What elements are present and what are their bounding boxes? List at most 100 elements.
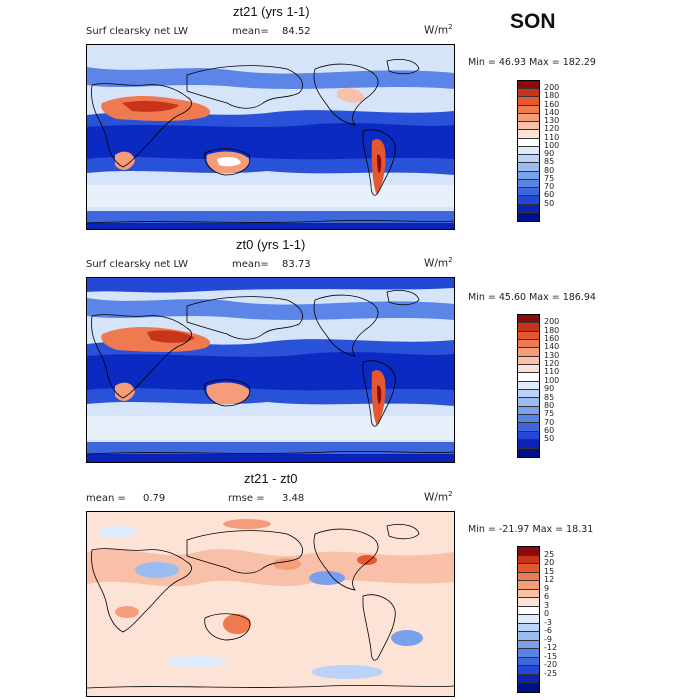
colorbar-swatch [518,683,539,692]
colorbar-label: 160 [544,99,560,109]
colorbar-label: 75 [544,409,555,419]
colorbar-swatch [518,598,539,607]
panel-2-title: zt0 (yrs 1-1) [236,237,306,252]
colorbar-swatch [518,666,539,675]
colorbar-swatch [518,171,539,180]
colorbar-swatch [518,581,539,590]
panel-2-minmax: Min = 45.60 Max = 186.94 [468,292,596,303]
colorbar-label: 180 [544,91,560,101]
colorbar-swatch [518,390,539,399]
panel-3-units: W/m2 [424,490,453,504]
colorbar-label: 120 [544,124,560,134]
panel-3-mean-label: mean = [86,493,126,504]
colorbar-swatch [518,555,539,565]
colorbar-label: 140 [544,342,560,352]
colorbar-label: 100 [544,140,560,150]
colorbar-label: 75 [544,173,555,183]
colorbar-label: 85 [544,157,555,167]
panel-2-field-label: Surf clearsky net LW [86,259,189,270]
colorbar-label: 100 [544,375,560,385]
colorbar-label: 130 [544,116,560,126]
colorbar-label: 200 [544,317,560,327]
colorbar-label: 180 [544,325,560,335]
colorbar-swatch [518,365,539,374]
panel-3-map [86,511,455,697]
colorbar-label: 110 [544,367,560,377]
colorbar-swatch [518,89,539,98]
panel-1-field-label: Surf clearsky net LW [86,26,189,37]
colorbar-swatch [518,423,539,432]
colorbar-label: 15 [544,566,555,576]
panel-1-mean-label: mean= [232,26,269,37]
colorbar-swatch [518,415,539,424]
colorbar-label: 130 [544,350,560,360]
colorbar-swatch [518,606,539,616]
colorbar-label: 90 [544,384,555,394]
panel-1-title: zt21 (yrs 1-1) [233,4,310,19]
colorbar-label: 20 [544,558,555,568]
panel-3-mean-value: 0.79 [143,493,166,504]
colorbar-swatch [518,440,539,449]
panel-2-mean-label: mean= [232,259,269,270]
colorbar-swatch [518,97,539,106]
panel-2-colorbar-labels: 200 180 160 140 130 120 110 100 90 85 80 75 70 60 50 [544,314,584,456]
panel-1-colorbar [517,80,540,222]
colorbar-label: 70 [544,417,555,427]
panel-3-title: zt21 - zt0 [244,471,298,486]
colorbar-swatch [518,448,539,457]
colorbar-swatch [518,381,539,391]
colorbar-swatch [518,212,539,221]
colorbar-swatch [518,138,539,147]
panel-3-colorbar-labels: 25 20 15 12 9 6 3 0 -3 -6 -9 -12 -15 -20 -25 [544,546,584,691]
panel-2-units: W/m2 [424,256,453,270]
colorbar-swatch [518,674,539,684]
colorbar-swatch [518,615,539,624]
colorbar-label: -3 [544,617,552,627]
colorbar-label: -6 [544,626,552,636]
colorbar-label: 85 [544,392,555,402]
panel-1-units: W/m2 [424,23,453,37]
colorbar-label: -20 [544,660,558,670]
colorbar-swatch [518,348,539,357]
colorbar-label: -12 [544,643,558,653]
colorbar-swatch [518,431,539,441]
colorbar-label: 90 [544,149,555,159]
colorbar-swatch [518,188,539,197]
colorbar-swatch [518,640,539,650]
panel-3-rmse-value: 3.48 [282,493,305,504]
panel-1-map [86,44,455,230]
colorbar-swatch [518,196,539,205]
colorbar-label: -9 [544,634,552,644]
colorbar-swatch [518,589,539,599]
colorbar-label: 200 [544,83,560,93]
colorbar-label: 120 [544,359,560,369]
colorbar-label: 60 [544,190,555,200]
colorbar-swatch [518,356,539,366]
colorbar-swatch [518,146,539,156]
colorbar-label: 80 [544,400,555,410]
colorbar-label: 50 [544,434,555,444]
colorbar-label: -25 [544,668,558,678]
colorbar-swatch [518,406,539,416]
colorbar-swatch [518,323,539,332]
colorbar-label: 140 [544,107,560,117]
panel-2-mean-value: 83.73 [282,259,311,270]
colorbar-label: 60 [544,425,555,435]
panel-1-colorbar-labels: 200 180 160 140 130 120 110 100 90 85 80 75 70 60 50 [544,80,584,220]
colorbar-swatch [518,155,539,164]
panel-3-rmse-label: rmse = [228,493,265,504]
colorbar-swatch [518,331,539,341]
colorbar-swatch [518,340,539,349]
colorbar-label: 110 [544,132,560,142]
colorbar-swatch [518,179,539,189]
colorbar-label: 3 [544,600,550,610]
colorbar-label: -15 [544,651,558,661]
colorbar-label: 160 [544,334,560,344]
colorbar-swatch [518,122,539,131]
colorbar-swatch [518,547,539,556]
season-label: SON [510,10,556,33]
colorbar-swatch [518,398,539,407]
panel-2-map [86,277,455,463]
colorbar-swatch [518,130,539,139]
colorbar-swatch [518,163,539,172]
